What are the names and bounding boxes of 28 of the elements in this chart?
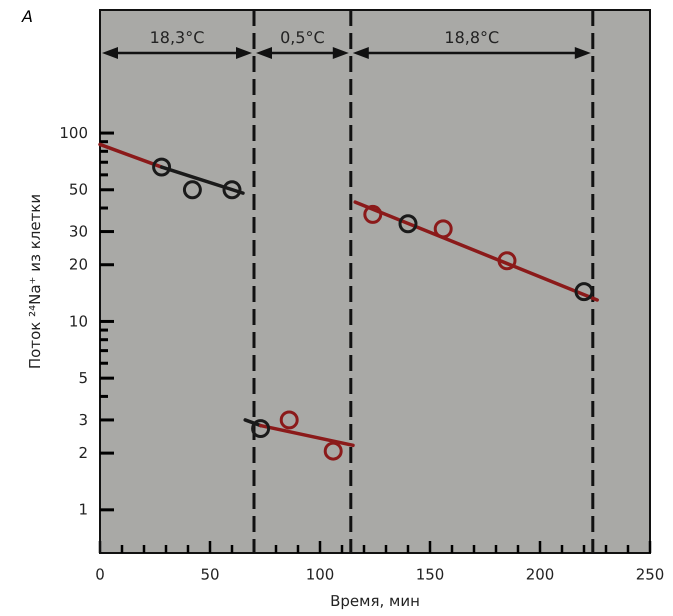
x-tick-label: 200 bbox=[526, 566, 554, 584]
text: A bbox=[21, 7, 33, 26]
point bbox=[363, 204, 382, 224]
point bbox=[280, 410, 299, 430]
x-axis-title: Время, мин bbox=[330, 592, 420, 610]
x-tick-label: 0 bbox=[95, 566, 105, 584]
point bbox=[324, 442, 343, 461]
point bbox=[182, 180, 202, 200]
x-tick-label: 100 bbox=[306, 566, 334, 584]
point bbox=[434, 219, 453, 238]
x-tick-label: 250 bbox=[636, 566, 664, 584]
x-tick-label: 50 bbox=[200, 566, 220, 584]
y-tick-label: 1 bbox=[78, 500, 88, 519]
annotation: 18,3°C bbox=[150, 28, 204, 47]
y-tick-label: 100 bbox=[59, 124, 88, 142]
y-tick-label: 30 bbox=[68, 222, 88, 240]
x-tick-label: 150 bbox=[416, 566, 444, 584]
annotation: 18,8°C bbox=[444, 28, 500, 47]
y-tick-label: 5 bbox=[78, 368, 88, 387]
annotation: 0,5°C bbox=[280, 28, 325, 47]
y-axis-title: Поток ²⁴Na⁺ из клетки bbox=[26, 194, 44, 370]
y-tick-label: 2 bbox=[78, 444, 88, 462]
y-tick-label: 3 bbox=[78, 410, 88, 429]
y-tick-label: 20 bbox=[68, 256, 88, 274]
point bbox=[152, 158, 172, 177]
y-tick-label: 10 bbox=[68, 312, 88, 330]
y-tick-label: 50 bbox=[68, 180, 88, 199]
point bbox=[498, 251, 516, 270]
